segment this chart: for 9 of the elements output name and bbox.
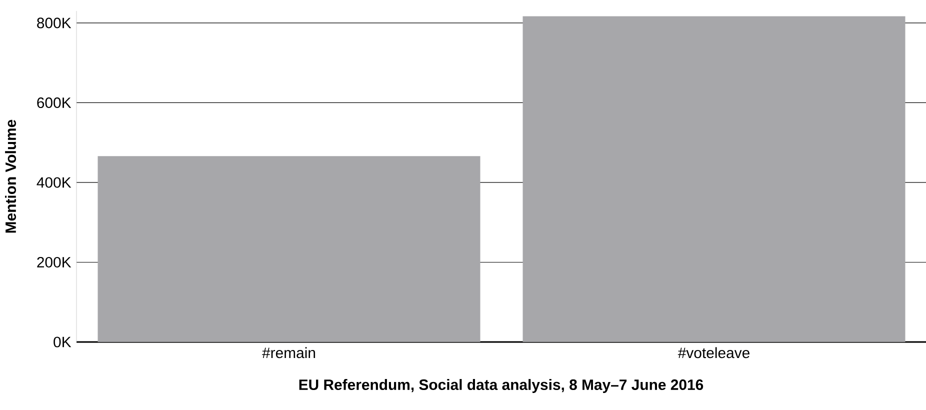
y-tick-label: 600K	[37, 97, 72, 108]
x-tick-label: #remain	[262, 347, 316, 358]
y-tick-label: 200K	[37, 256, 72, 268]
y-tick-label: 800K	[37, 18, 72, 28]
y-axis-title: Mention Volume	[5, 120, 16, 233]
x-tick-label: #voteleave	[678, 347, 750, 358]
text: EU Referendum, Social data analysis, 8 May–7 June 2016	[299, 379, 704, 393]
y-tick-label: 0K	[54, 336, 72, 348]
y-tick-label: 400K	[36, 177, 72, 188]
